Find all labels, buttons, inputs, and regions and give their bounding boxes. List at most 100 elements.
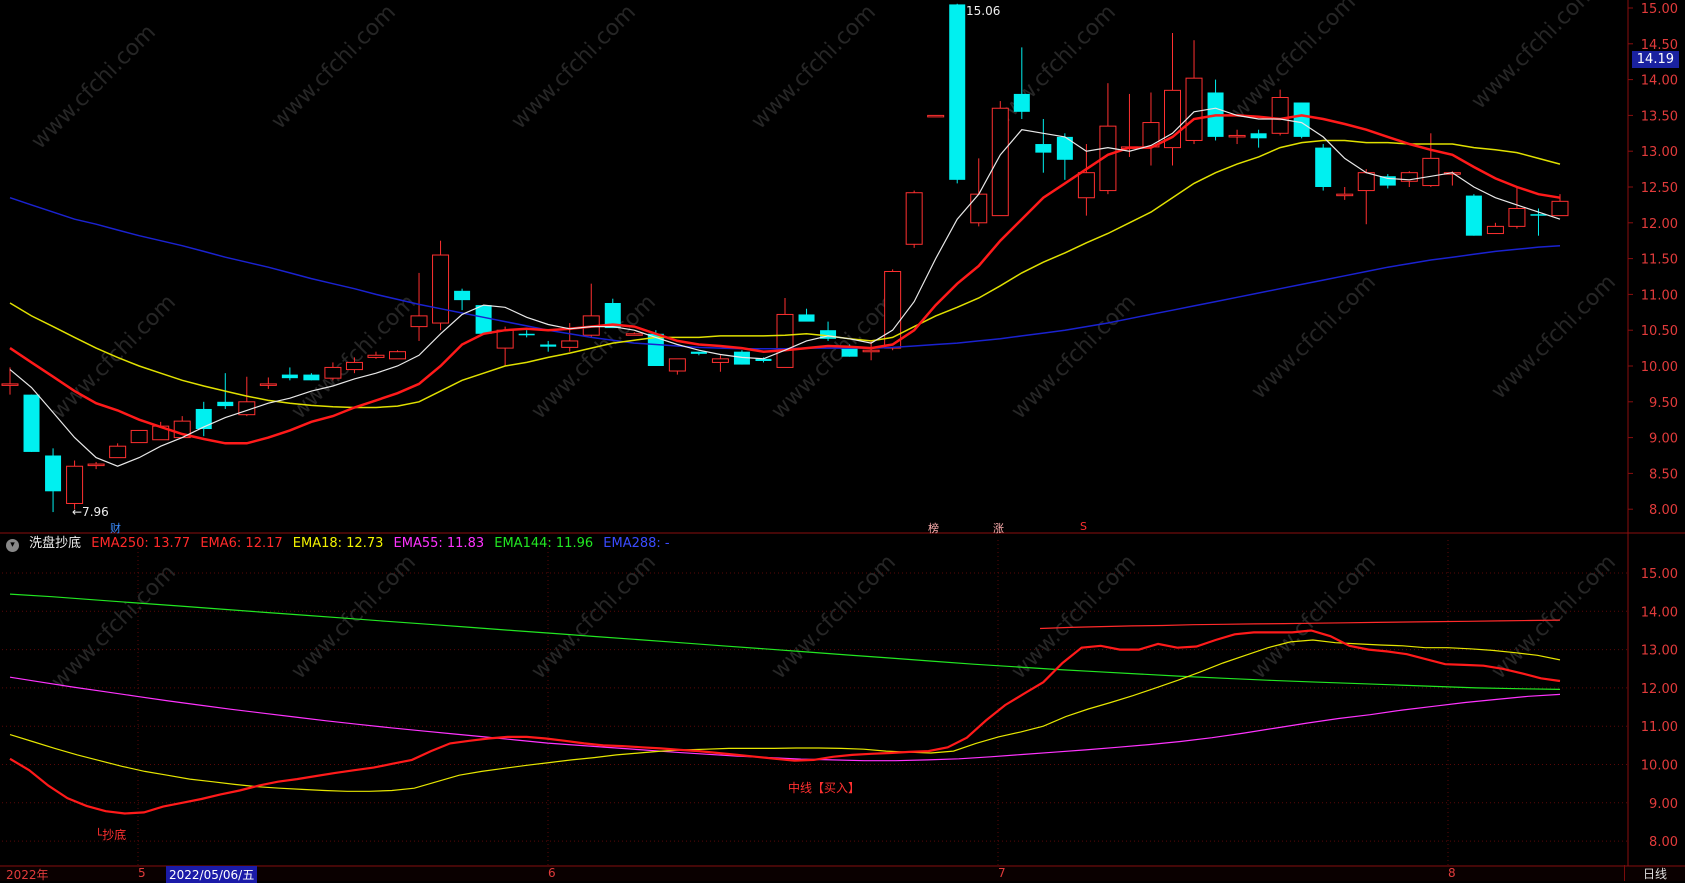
time-axis [0,867,1685,881]
watermark-text: www.cfchi.com [747,0,881,134]
candle-body [1293,102,1310,137]
indicator-tick-label: 10.00 [1641,759,1678,774]
event-s[interactable]: S [1080,520,1087,533]
chevron-down-icon[interactable]: ▾ [6,539,19,552]
candle-body [259,383,277,386]
legend-ema55: EMA55: 11.83 [393,536,485,551]
ema250-line [1039,619,1561,630]
watermark-text: www.cfchi.com [527,550,661,684]
candle-body [66,465,84,504]
candle-body [1400,172,1418,182]
legend-ema288: EMA288: - [603,536,670,551]
candle-body [45,455,62,492]
watermark-text: www.cfchi.com [287,550,421,684]
candle-body [1508,207,1526,227]
high-label: 15.06 [966,4,1001,18]
candle-body [1056,136,1073,160]
price-tick-label: 13.50 [1641,109,1678,124]
price-tick-label: 9.50 [1649,396,1678,411]
candle-body [949,4,966,180]
candle-body [1315,147,1332,187]
candle-body [927,114,945,118]
time-label-year: 2022年 [6,868,49,882]
candle-body [1013,93,1030,112]
candle-body [755,358,772,361]
midline-buy-signal: 中线【买入】 [788,781,861,795]
ema144-line [9,593,1561,690]
candle-body [1228,134,1246,138]
event-zhang[interactable]: 涨 [993,522,1004,535]
low-label: ←7.96 [72,505,109,519]
legend-ema18: EMA18: 12.73 [292,536,384,551]
ma-white-line [9,107,1561,467]
event-bang[interactable]: 榜 [928,522,939,535]
candle-body [647,333,664,366]
watermark-text: www.cfchi.com [1247,550,1381,684]
candle-body [1099,125,1117,192]
indicator-tick-label: 8.00 [1649,835,1678,850]
ma-blue-line [9,196,1561,350]
candle-body [432,254,450,324]
candle-body [324,366,342,379]
candle-body [798,314,815,322]
ema55-line [9,676,1561,762]
candle-body [475,305,492,334]
price-tick-label: 8.00 [1649,503,1678,518]
candle-body [389,351,406,360]
candle-body [820,330,837,339]
legend-ema6: EMA6: 12.17 [200,536,283,551]
indicator-tick-label: 15.00 [1641,567,1678,582]
candle-body [1185,77,1203,141]
watermark-text: www.cfchi.com [1007,290,1141,424]
indicator-legend: ▾ 洗盘抄底 EMA250: 13.77 EMA6: 12.17 EMA18: … [6,532,676,552]
time-label-june: 6 [548,866,556,880]
candle-body [1271,97,1289,134]
watermark-text: www.cfchi.com [1247,270,1381,404]
candle-body [1336,193,1354,197]
watermark-text: www.cfchi.com [507,0,641,134]
candle-body [217,401,234,407]
watermark-text: www.cfchi.com [767,550,901,684]
watermark-text: www.cfchi.com [47,290,181,424]
last-price-tag: 14.19 [1631,51,1679,68]
watermark-text: www.cfchi.com [47,560,181,694]
watermark-text: www.cfchi.com [1467,0,1601,114]
candle-body [862,349,880,353]
candle-body [540,344,557,347]
candle-body [1250,133,1267,139]
ma-yellow-line [9,139,1561,409]
time-label-cursor-date: 2022/05/06/五 [166,866,258,883]
candle-body [1,383,19,386]
indicator-name[interactable]: 洗盘抄底 [29,536,82,551]
candle-body [733,351,750,365]
candle-body [690,351,707,354]
price-tick-label: 11.50 [1641,253,1678,268]
candle-body [776,313,794,368]
time-label-aug: 8 [1448,866,1456,880]
candle-body [109,445,127,459]
candle-body [496,329,514,349]
time-label-july: 7 [998,866,1006,880]
candle-body [1379,176,1396,186]
price-tick-label: 12.50 [1641,181,1678,196]
price-tick-label: 8.50 [1649,467,1678,482]
candle-body [711,358,729,363]
candle-body [1357,172,1375,192]
candle-body [561,340,579,348]
legend-ema250: EMA250: 13.77 [91,536,191,551]
price-tick-label: 10.00 [1641,360,1678,375]
ema6-line [9,629,1561,815]
candle-body [345,361,363,371]
candle-body [1422,157,1440,187]
watermark-text: www.cfchi.com [27,20,161,154]
indicator-tick-label: 9.00 [1649,797,1678,812]
event-cai[interactable]: 财 [110,522,121,535]
price-tick-label: 14.50 [1641,38,1678,53]
bottom-fishing-signal: └抄底 [95,828,127,842]
watermark-text: www.cfchi.com [1487,550,1621,684]
period-button[interactable]: 日线 [1624,865,1685,881]
ema18-line [9,639,1561,792]
legend-ema144: EMA144: 11.96 [494,536,594,551]
